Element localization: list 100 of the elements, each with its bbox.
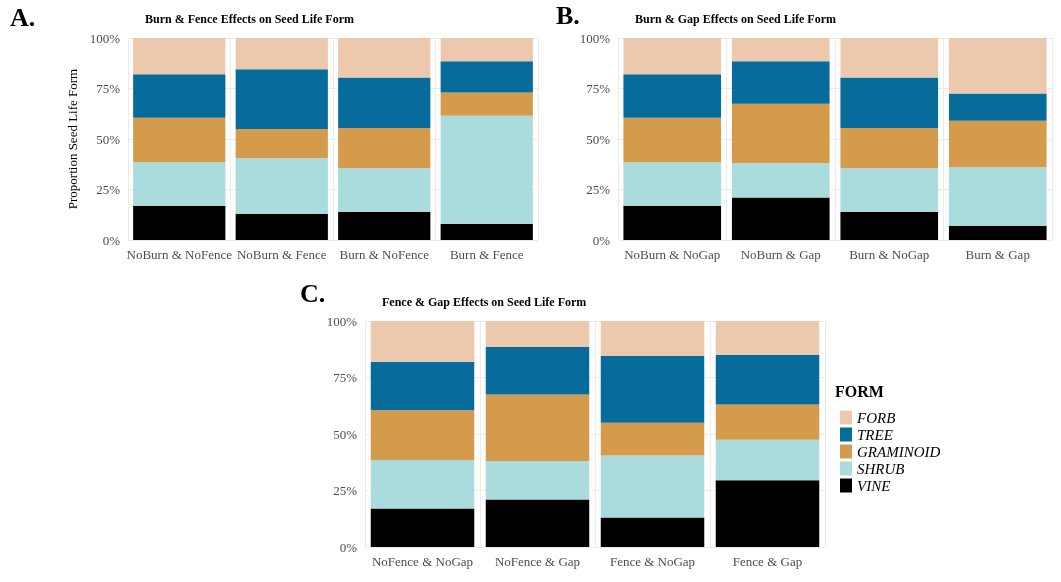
bar <box>600 356 705 423</box>
bar <box>235 69 328 129</box>
bar <box>440 92 533 116</box>
bar <box>338 211 431 240</box>
x-tick-label: Burn & NoFence <box>339 247 430 262</box>
y-tick-label: 0% <box>339 539 358 555</box>
bar <box>440 115 533 224</box>
bar <box>485 461 590 500</box>
text: A. <box>10 2 36 32</box>
bar <box>338 38 431 78</box>
y-tick-label: 0% <box>102 232 121 248</box>
y-tick-label: 75% <box>333 370 358 385</box>
bar <box>370 361 475 411</box>
bar <box>715 439 820 481</box>
y-axis-title: Proportion Seed Life Form <box>64 68 80 210</box>
bar <box>370 410 475 460</box>
bar <box>840 38 939 78</box>
y-tick-label: 0% <box>592 232 611 248</box>
bar <box>948 167 1047 226</box>
x-tick-label: NoBurn & Fence <box>236 247 327 262</box>
legend-label: VINE <box>857 477 891 494</box>
bar <box>840 77 939 128</box>
y-tick-label: 75% <box>96 81 121 96</box>
x-tick-label: NoBurn & NoFence <box>126 247 233 262</box>
y-tick-label: 25% <box>586 182 611 197</box>
bar <box>948 225 1047 240</box>
bar <box>600 422 705 456</box>
y-tick-label: 50% <box>586 131 611 147</box>
bar <box>370 508 475 547</box>
bar <box>715 404 820 440</box>
y-tick-label: 100% <box>326 313 358 329</box>
text: C. <box>300 278 326 308</box>
bar <box>370 321 475 362</box>
bar <box>948 120 1047 168</box>
bar <box>731 103 830 164</box>
legend-label: FORB <box>856 409 896 426</box>
x-tick-label: NoBurn & Gap <box>740 247 821 262</box>
bar <box>133 74 226 118</box>
chart-title: Burn & Fence Effects on Seed Life Form <box>145 12 354 26</box>
x-tick-label: NoBurn & NoGap <box>624 247 721 262</box>
bar <box>235 158 328 214</box>
x-tick-label: Burn & NoGap <box>849 247 930 262</box>
bar <box>338 77 431 128</box>
bar <box>715 321 820 355</box>
bar <box>370 459 475 509</box>
y-tick-label: 25% <box>96 182 121 197</box>
bar <box>623 162 722 206</box>
bar <box>485 499 590 547</box>
legend-label: SHRUB <box>857 460 905 477</box>
bar <box>235 128 328 159</box>
bar <box>338 127 431 169</box>
bar <box>133 162 226 206</box>
x-tick-label: Fence & NoGap <box>609 554 696 569</box>
bar <box>133 38 226 75</box>
bar <box>731 38 830 62</box>
bar <box>133 205 226 240</box>
bar <box>840 211 939 240</box>
bar <box>948 38 1047 94</box>
bar <box>440 61 533 93</box>
bar <box>485 394 590 462</box>
y-tick-label: 100% <box>579 30 611 46</box>
x-tick-label: NoFence & NoGap <box>371 554 474 569</box>
y-tick-label: 75% <box>586 81 611 96</box>
bar <box>623 117 722 163</box>
bar <box>731 163 830 198</box>
bar <box>600 321 705 357</box>
x-tick-label: NoFence & Gap <box>494 554 581 569</box>
x-tick-label: Fence & Gap <box>732 554 803 569</box>
bar <box>715 354 820 405</box>
bar <box>235 38 328 70</box>
bar <box>485 321 590 347</box>
bar <box>948 93 1047 121</box>
bar <box>600 455 705 518</box>
bar <box>731 61 830 104</box>
y-tick-label: 50% <box>96 131 121 147</box>
chart-title: Fence & Gap Effects on Seed Life Form <box>382 295 587 309</box>
bar <box>840 168 939 212</box>
text: B. <box>556 0 580 30</box>
bar <box>235 213 328 240</box>
bar <box>623 38 722 75</box>
chart-title: Burn & Gap Effects on Seed Life Form <box>635 12 836 26</box>
bar <box>133 117 226 163</box>
bar <box>623 205 722 240</box>
bar <box>440 38 533 62</box>
legend-title: FORM <box>835 382 884 400</box>
y-tick-label: 100% <box>89 30 121 46</box>
x-tick-label: Burn & Gap <box>965 247 1030 262</box>
legend-label: TREE <box>857 426 893 443</box>
bar <box>600 517 705 547</box>
bar <box>623 74 722 118</box>
bar <box>840 127 939 169</box>
bar <box>731 197 830 240</box>
legend-label: GRAMINOID <box>857 443 941 460</box>
y-tick-label: 25% <box>333 483 358 498</box>
x-tick-label: Burn & Fence <box>449 247 524 262</box>
bar <box>715 480 820 547</box>
bar <box>440 223 533 240</box>
bar <box>338 168 431 212</box>
bar <box>485 346 590 395</box>
y-tick-label: 50% <box>333 426 358 442</box>
